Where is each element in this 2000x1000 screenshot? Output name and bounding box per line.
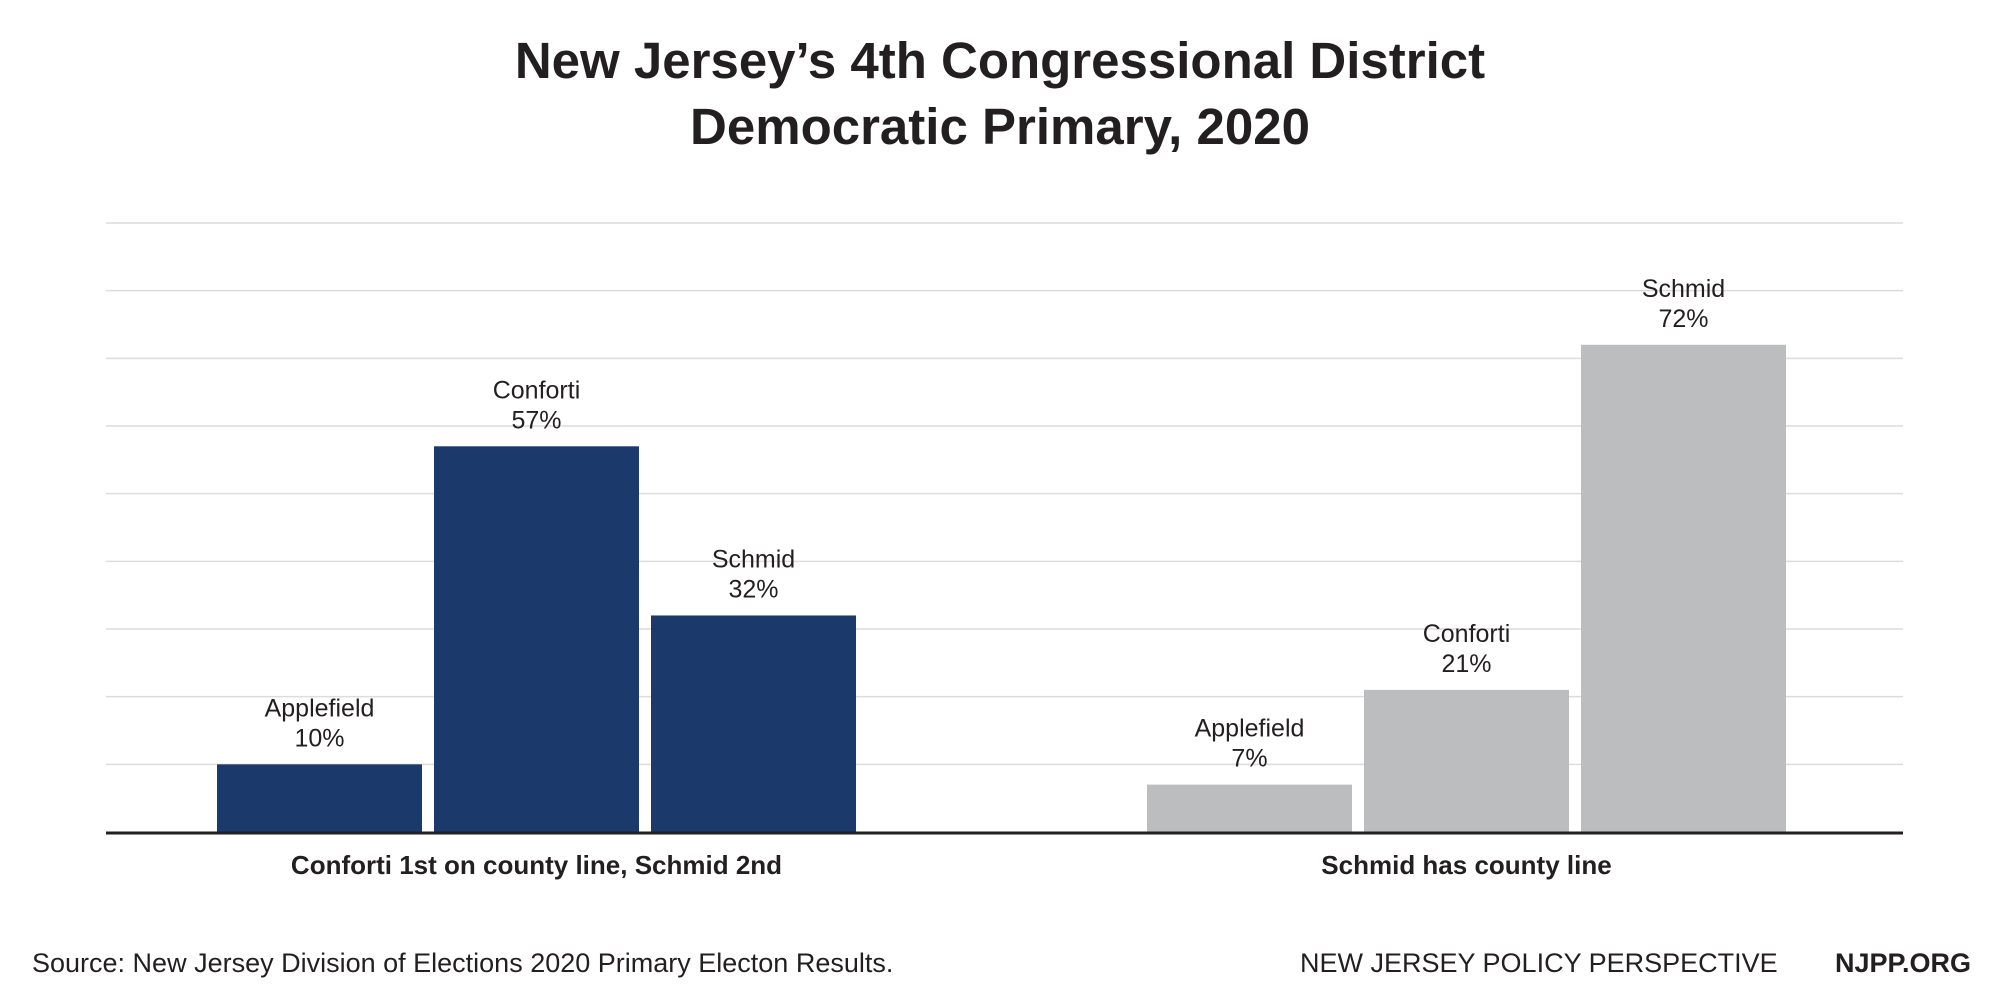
data-label-value: 32% bbox=[728, 575, 778, 603]
title-line-2: Democratic Primary, 2020 bbox=[690, 98, 1310, 155]
data-label-value: 72% bbox=[1658, 305, 1708, 333]
data-label-name: Applefield bbox=[1195, 715, 1305, 743]
data-label-value: 57% bbox=[511, 406, 561, 434]
bar-applefield bbox=[217, 764, 422, 832]
bar-conforti bbox=[1364, 689, 1569, 832]
source-note: Source: New Jersey Division of Elections… bbox=[32, 948, 894, 978]
data-label-value: 10% bbox=[294, 724, 344, 752]
bar-conforti bbox=[434, 446, 639, 832]
data-label-name: Conforti bbox=[493, 376, 581, 404]
group-label: Schmid has county line bbox=[1321, 850, 1611, 880]
bar-schmid bbox=[1581, 344, 1786, 832]
data-label-value: 7% bbox=[1231, 745, 1267, 773]
data-label-name: Schmid bbox=[1642, 275, 1725, 303]
org-name: NEW JERSEY POLICY PERSPECTIVE bbox=[1300, 948, 1778, 978]
org-url[interactable]: NJPP.ORG bbox=[1835, 948, 1972, 978]
chart-title: New Jersey’s 4th Congressional District … bbox=[0, 28, 2000, 160]
data-label-name: Conforti bbox=[1423, 620, 1511, 648]
data-label-name: Applefield bbox=[265, 694, 375, 722]
title-line-1: New Jersey’s 4th Congressional District bbox=[514, 32, 1486, 89]
bar-schmid bbox=[651, 615, 856, 832]
data-label-name: Schmid bbox=[712, 545, 795, 573]
bar-applefield bbox=[1147, 784, 1352, 832]
group-label: Conforti 1st on county line, Schmid 2nd bbox=[291, 850, 782, 880]
data-label-value: 21% bbox=[1441, 650, 1491, 678]
